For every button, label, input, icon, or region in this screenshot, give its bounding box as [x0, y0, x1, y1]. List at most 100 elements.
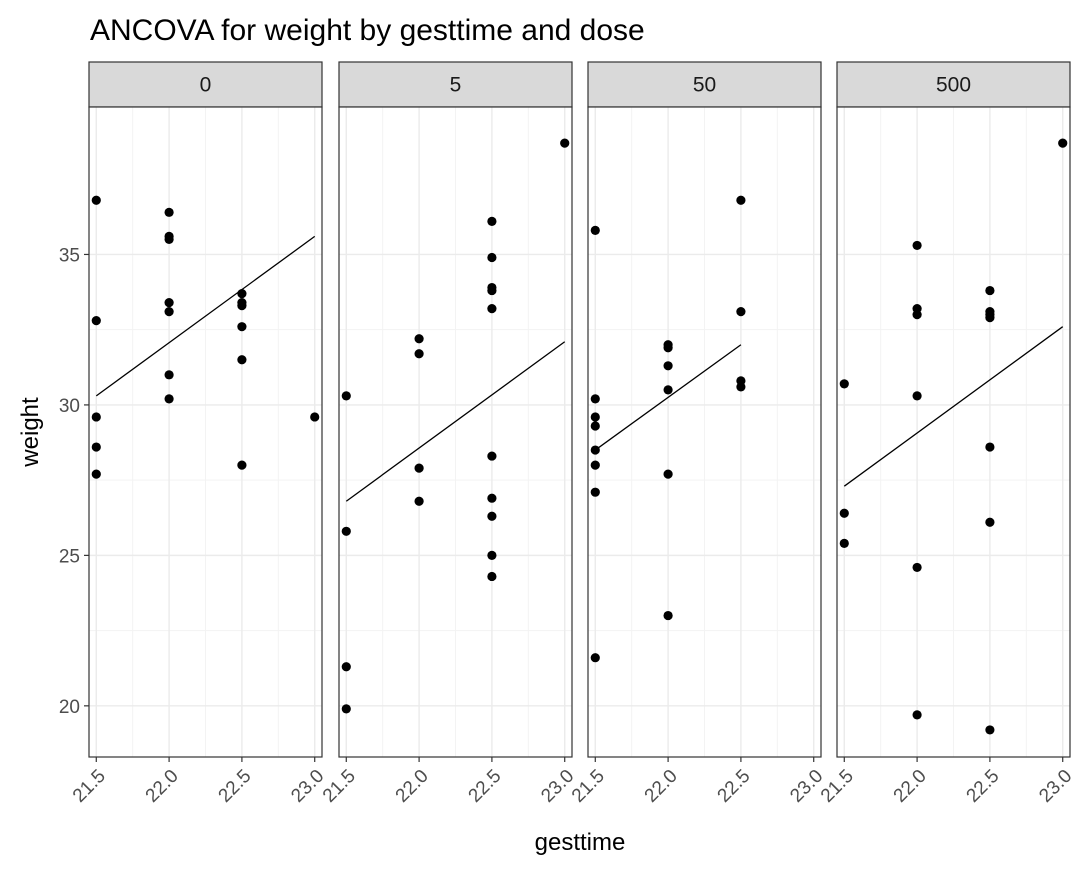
- panel-border: [88, 106, 323, 758]
- data-point: [985, 725, 995, 735]
- y-axis-title: weight: [17, 397, 44, 468]
- facet-panels: 0 21.5 22.0 22.5 23.0 5 21.5 22.0 22.5 23.0 50 21.5…: [69, 61, 1076, 807]
- data-point: [912, 240, 922, 251]
- x-tick-label: 22.5: [963, 766, 1004, 807]
- data-point: [414, 349, 424, 359]
- data-point: [237, 460, 247, 470]
- data-point: [663, 469, 673, 479]
- y-tick-label: 35: [59, 245, 80, 266]
- data-point: [164, 207, 174, 217]
- data-point: [985, 285, 995, 296]
- data-point: [736, 382, 746, 392]
- data-point: [310, 412, 320, 422]
- data-point: [985, 313, 995, 323]
- data-point: [487, 571, 497, 582]
- data-point: [985, 442, 995, 452]
- facet-strip: [88, 61, 323, 108]
- x-tick-label: 22.5: [714, 766, 755, 807]
- data-point: [91, 412, 101, 422]
- data-point: [341, 662, 351, 672]
- data-point: [164, 370, 174, 380]
- facet-strip: [338, 61, 573, 108]
- x-tick-label: 22.0: [641, 766, 682, 807]
- data-point: [487, 550, 497, 560]
- data-point: [414, 334, 424, 344]
- x-tick-label: 21.5: [69, 766, 110, 807]
- y-tick-label: 30: [59, 396, 80, 417]
- data-point: [590, 460, 600, 470]
- data-point: [736, 195, 746, 205]
- regression-line: [95, 235, 316, 397]
- data-point: [341, 704, 351, 714]
- data-point: [237, 301, 247, 311]
- regression-line: [843, 326, 1064, 487]
- data-point: [663, 385, 673, 395]
- panel-border: [587, 106, 822, 758]
- chart-title: ANCOVA for weight by gesttime and dose: [90, 14, 645, 47]
- facet-strip: [587, 61, 822, 108]
- data-point: [164, 231, 174, 241]
- facet-panel-5: 521.5 22.0 22.5 23.0: [319, 61, 578, 807]
- facet-strip-label: 5: [450, 74, 462, 97]
- data-point: [912, 310, 922, 320]
- data-point: [341, 526, 351, 536]
- data-point: [487, 511, 497, 521]
- data-point: [237, 355, 247, 365]
- x-tick-label: 21.5: [817, 766, 858, 807]
- data-point: [487, 493, 497, 503]
- data-point: [91, 469, 101, 479]
- data-point: [663, 610, 673, 621]
- data-point: [985, 517, 995, 527]
- x-tick-label: 22.0: [392, 766, 433, 807]
- data-point: [912, 391, 922, 401]
- data-point: [414, 496, 424, 506]
- data-point: [839, 538, 849, 548]
- data-point: [91, 195, 101, 205]
- data-point: [590, 394, 600, 404]
- data-point: [414, 463, 424, 473]
- data-point: [560, 138, 570, 148]
- data-point: [237, 288, 247, 299]
- data-point: [736, 307, 746, 317]
- y-tick-label: 20: [59, 697, 80, 718]
- x-tick-label: 23.0: [287, 766, 328, 807]
- regression-line: [345, 341, 566, 502]
- data-point: [912, 562, 922, 573]
- x-tick-label: 23.0: [1035, 766, 1076, 807]
- x-axis-title: gesttime: [535, 829, 626, 856]
- data-point: [487, 216, 497, 226]
- facet-strip-label: 50: [693, 74, 716, 97]
- data-point: [164, 298, 174, 308]
- x-tick-label: 21.5: [319, 766, 360, 807]
- data-point: [164, 307, 174, 317]
- data-point: [237, 322, 247, 332]
- panel-border: [338, 106, 573, 758]
- facet-panel-500: 500 21.5 22.0 22.5 23.0: [817, 61, 1076, 807]
- data-point: [839, 508, 849, 518]
- x-tick-label: 22.5: [465, 766, 506, 807]
- data-point: [91, 442, 101, 452]
- data-point: [487, 285, 497, 296]
- data-point: [1058, 138, 1068, 148]
- facet-strip: [836, 61, 1071, 108]
- panel-border: [836, 106, 1071, 758]
- data-point: [164, 394, 174, 404]
- facet-strip-label: 500: [936, 74, 971, 97]
- data-point: [487, 451, 497, 461]
- data-point: [663, 343, 673, 353]
- x-tick-label: 22.5: [215, 766, 256, 807]
- regression-line: [594, 344, 742, 451]
- x-tick-label: 22.0: [890, 766, 931, 807]
- data-point: [590, 487, 600, 497]
- data-point: [91, 316, 101, 326]
- data-point: [487, 304, 497, 314]
- data-point: [341, 391, 351, 401]
- data-point: [839, 379, 849, 389]
- y-tick-label: 25: [59, 546, 80, 567]
- x-tick-label: 22.0: [142, 766, 183, 807]
- data-point: [912, 710, 922, 720]
- data-point: [663, 361, 673, 371]
- x-tick-label: 21.5: [568, 766, 609, 807]
